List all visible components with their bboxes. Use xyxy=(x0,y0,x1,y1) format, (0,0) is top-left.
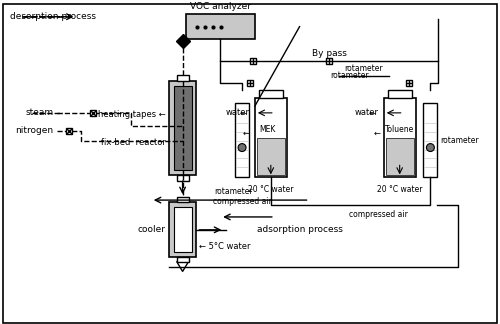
Bar xyxy=(384,98,416,177)
Text: desorption process: desorption process xyxy=(10,12,96,21)
Polygon shape xyxy=(176,261,188,272)
Text: ←: ← xyxy=(374,129,381,138)
Bar xyxy=(168,202,196,257)
Text: cooler: cooler xyxy=(138,225,166,234)
Text: steam: steam xyxy=(26,108,54,117)
Bar xyxy=(259,90,282,98)
Bar xyxy=(174,86,192,170)
Circle shape xyxy=(238,144,246,152)
Bar xyxy=(257,138,284,175)
Bar xyxy=(168,81,196,175)
Bar xyxy=(235,103,249,177)
Text: ←: ← xyxy=(240,108,247,117)
Text: heating tapes ←: heating tapes ← xyxy=(98,110,166,119)
Bar xyxy=(186,14,255,39)
Text: Toluene: Toluene xyxy=(385,125,414,134)
Text: ← 5°C water: ← 5°C water xyxy=(200,242,251,251)
Bar xyxy=(176,175,188,181)
Bar xyxy=(176,197,188,202)
Text: ←: ← xyxy=(369,108,376,117)
Text: water: water xyxy=(226,108,250,117)
Text: rotameter: rotameter xyxy=(440,136,479,145)
Text: nitrogen: nitrogen xyxy=(16,126,54,135)
Bar xyxy=(176,75,188,81)
Text: rotameter: rotameter xyxy=(344,64,384,73)
Text: rotameter: rotameter xyxy=(330,71,368,80)
Text: fix-bed  reactor: fix-bed reactor xyxy=(101,138,166,147)
Bar xyxy=(388,90,411,98)
Text: MEK: MEK xyxy=(260,125,276,134)
Text: 20 °C water: 20 °C water xyxy=(248,185,294,194)
Bar xyxy=(255,98,286,177)
Text: water: water xyxy=(355,108,379,117)
Text: rotameter: rotameter xyxy=(214,187,252,196)
Text: compressed air: compressed air xyxy=(212,197,272,206)
Text: By pass: By pass xyxy=(312,49,346,58)
Text: compressed air: compressed air xyxy=(350,210,408,219)
Text: 20 °C water: 20 °C water xyxy=(377,185,422,194)
Bar xyxy=(176,257,188,261)
Circle shape xyxy=(426,144,434,152)
Bar xyxy=(174,207,192,252)
Bar xyxy=(386,138,413,175)
Text: VOC analyzer: VOC analyzer xyxy=(190,2,251,11)
Text: ←: ← xyxy=(243,129,250,138)
Text: adsorption process: adsorption process xyxy=(256,225,342,234)
Bar xyxy=(424,103,438,177)
